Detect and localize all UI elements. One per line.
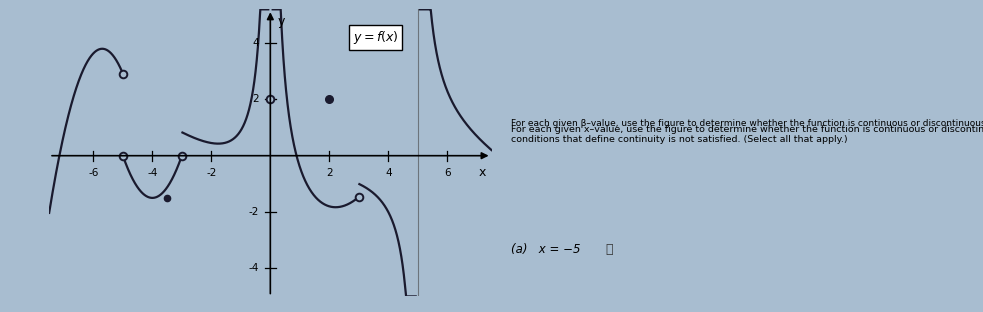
Text: ⓘ: ⓘ — [606, 243, 613, 256]
Text: -2: -2 — [206, 168, 216, 178]
Text: For each given β–value, use the figure to determine whether the function is cont: For each given β–value, use the figure t… — [511, 119, 983, 128]
Text: x: x — [479, 166, 487, 178]
Text: -4: -4 — [147, 168, 157, 178]
Text: 2: 2 — [253, 95, 260, 105]
Text: -4: -4 — [249, 263, 260, 273]
Text: (a)   x = −5: (a) x = −5 — [511, 243, 581, 256]
Text: y: y — [278, 15, 285, 28]
Text: 4: 4 — [385, 168, 391, 178]
Text: 2: 2 — [326, 168, 332, 178]
Text: $y = f(x)$: $y = f(x)$ — [353, 29, 398, 46]
Text: -2: -2 — [249, 207, 260, 217]
Text: 6: 6 — [444, 168, 450, 178]
Text: 4: 4 — [253, 38, 260, 48]
Text: -6: -6 — [88, 168, 98, 178]
Text: For each given x–value, use the figure to determine whether the function is cont: For each given x–value, use the figure t… — [511, 125, 983, 144]
